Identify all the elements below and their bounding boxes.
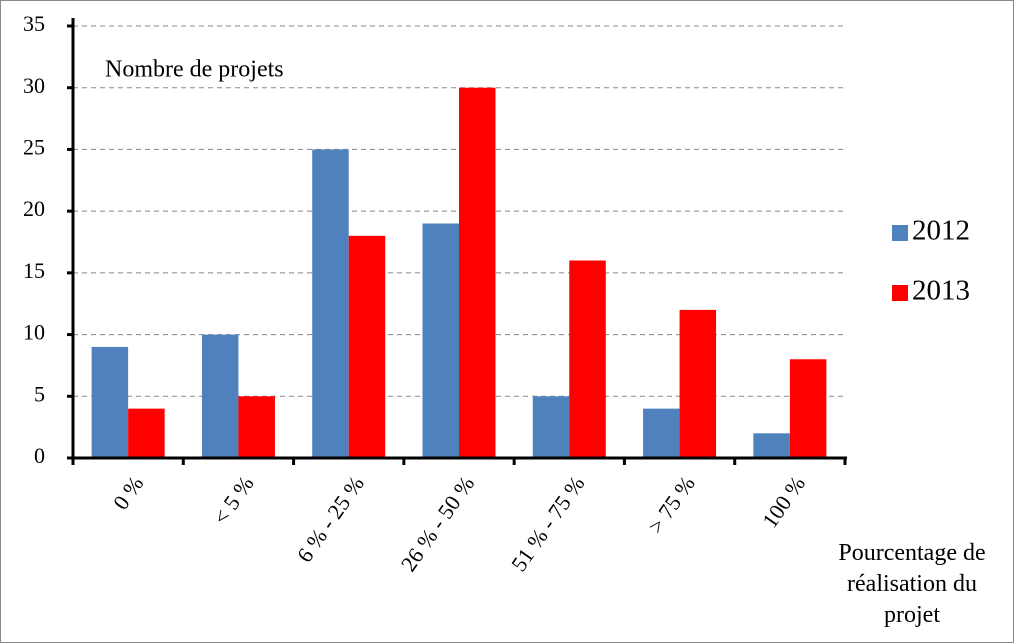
bar bbox=[753, 433, 790, 458]
y-tick-label: 35 bbox=[23, 11, 45, 36]
legend-label: 2012 bbox=[912, 215, 970, 247]
legend-swatch bbox=[892, 225, 908, 241]
bar bbox=[201, 334, 239, 458]
bar bbox=[422, 223, 459, 458]
x-axis-label: Pourcentage de réalisation du projet bbox=[838, 540, 986, 628]
bar bbox=[789, 359, 827, 458]
x-tick-label: < 5 % bbox=[208, 471, 259, 529]
x-tick-label: 6 % - 25 % bbox=[292, 471, 369, 566]
x-tick-label: 100 % bbox=[757, 471, 810, 532]
x-tick-label: 51 % - 75 % bbox=[506, 471, 590, 575]
y-axis-label: Nombre de projets bbox=[105, 57, 284, 83]
bar bbox=[459, 87, 496, 458]
bar bbox=[569, 260, 606, 458]
x-tick-label: 26 % - 50 % bbox=[396, 471, 480, 575]
x-tick-label: 0 % bbox=[108, 471, 148, 514]
bar bbox=[312, 149, 349, 458]
bar bbox=[348, 235, 386, 458]
bar bbox=[643, 408, 680, 458]
y-tick-label: 10 bbox=[23, 320, 45, 345]
legend-label: 2013 bbox=[912, 275, 970, 307]
bar bbox=[238, 396, 275, 458]
y-tick-label: 30 bbox=[23, 73, 45, 98]
x-tick-label: > 75 % bbox=[643, 471, 700, 538]
bar bbox=[532, 396, 570, 458]
bar bbox=[91, 346, 129, 458]
bar bbox=[679, 309, 717, 458]
y-tick-label: 5 bbox=[34, 381, 45, 406]
legend-swatch bbox=[892, 285, 908, 301]
y-tick-label: 15 bbox=[23, 258, 45, 283]
y-tick-label: 25 bbox=[23, 134, 45, 159]
y-tick-label: 20 bbox=[23, 196, 45, 221]
bar bbox=[128, 408, 165, 458]
y-tick-label: 0 bbox=[34, 443, 45, 468]
